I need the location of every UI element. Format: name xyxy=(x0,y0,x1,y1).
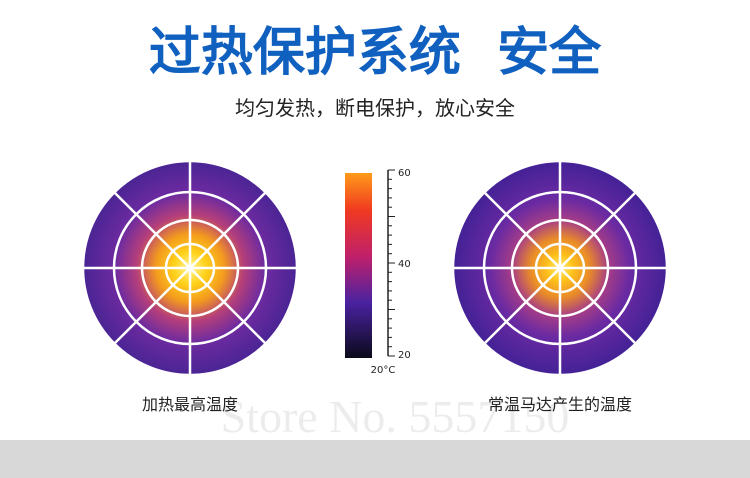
footer-band xyxy=(0,440,750,478)
subtitle: 均匀发热，断电保护，放心安全 xyxy=(235,96,515,120)
scale-label: 40 xyxy=(398,259,411,270)
grid-spoke xyxy=(483,191,637,345)
watermark: Store No. 5557150 xyxy=(221,391,570,442)
panel-label: 加热最高温度 xyxy=(142,395,238,414)
scale-label: 20 xyxy=(398,350,411,361)
title: 过热保护系统 安全 xyxy=(149,23,602,83)
unit-label: 20°C xyxy=(371,365,396,376)
scale-label: 60 xyxy=(398,168,411,179)
panel-label: 常温马达产生的温度 xyxy=(488,395,632,414)
color-bar xyxy=(345,173,372,358)
grid-spoke xyxy=(113,191,267,345)
